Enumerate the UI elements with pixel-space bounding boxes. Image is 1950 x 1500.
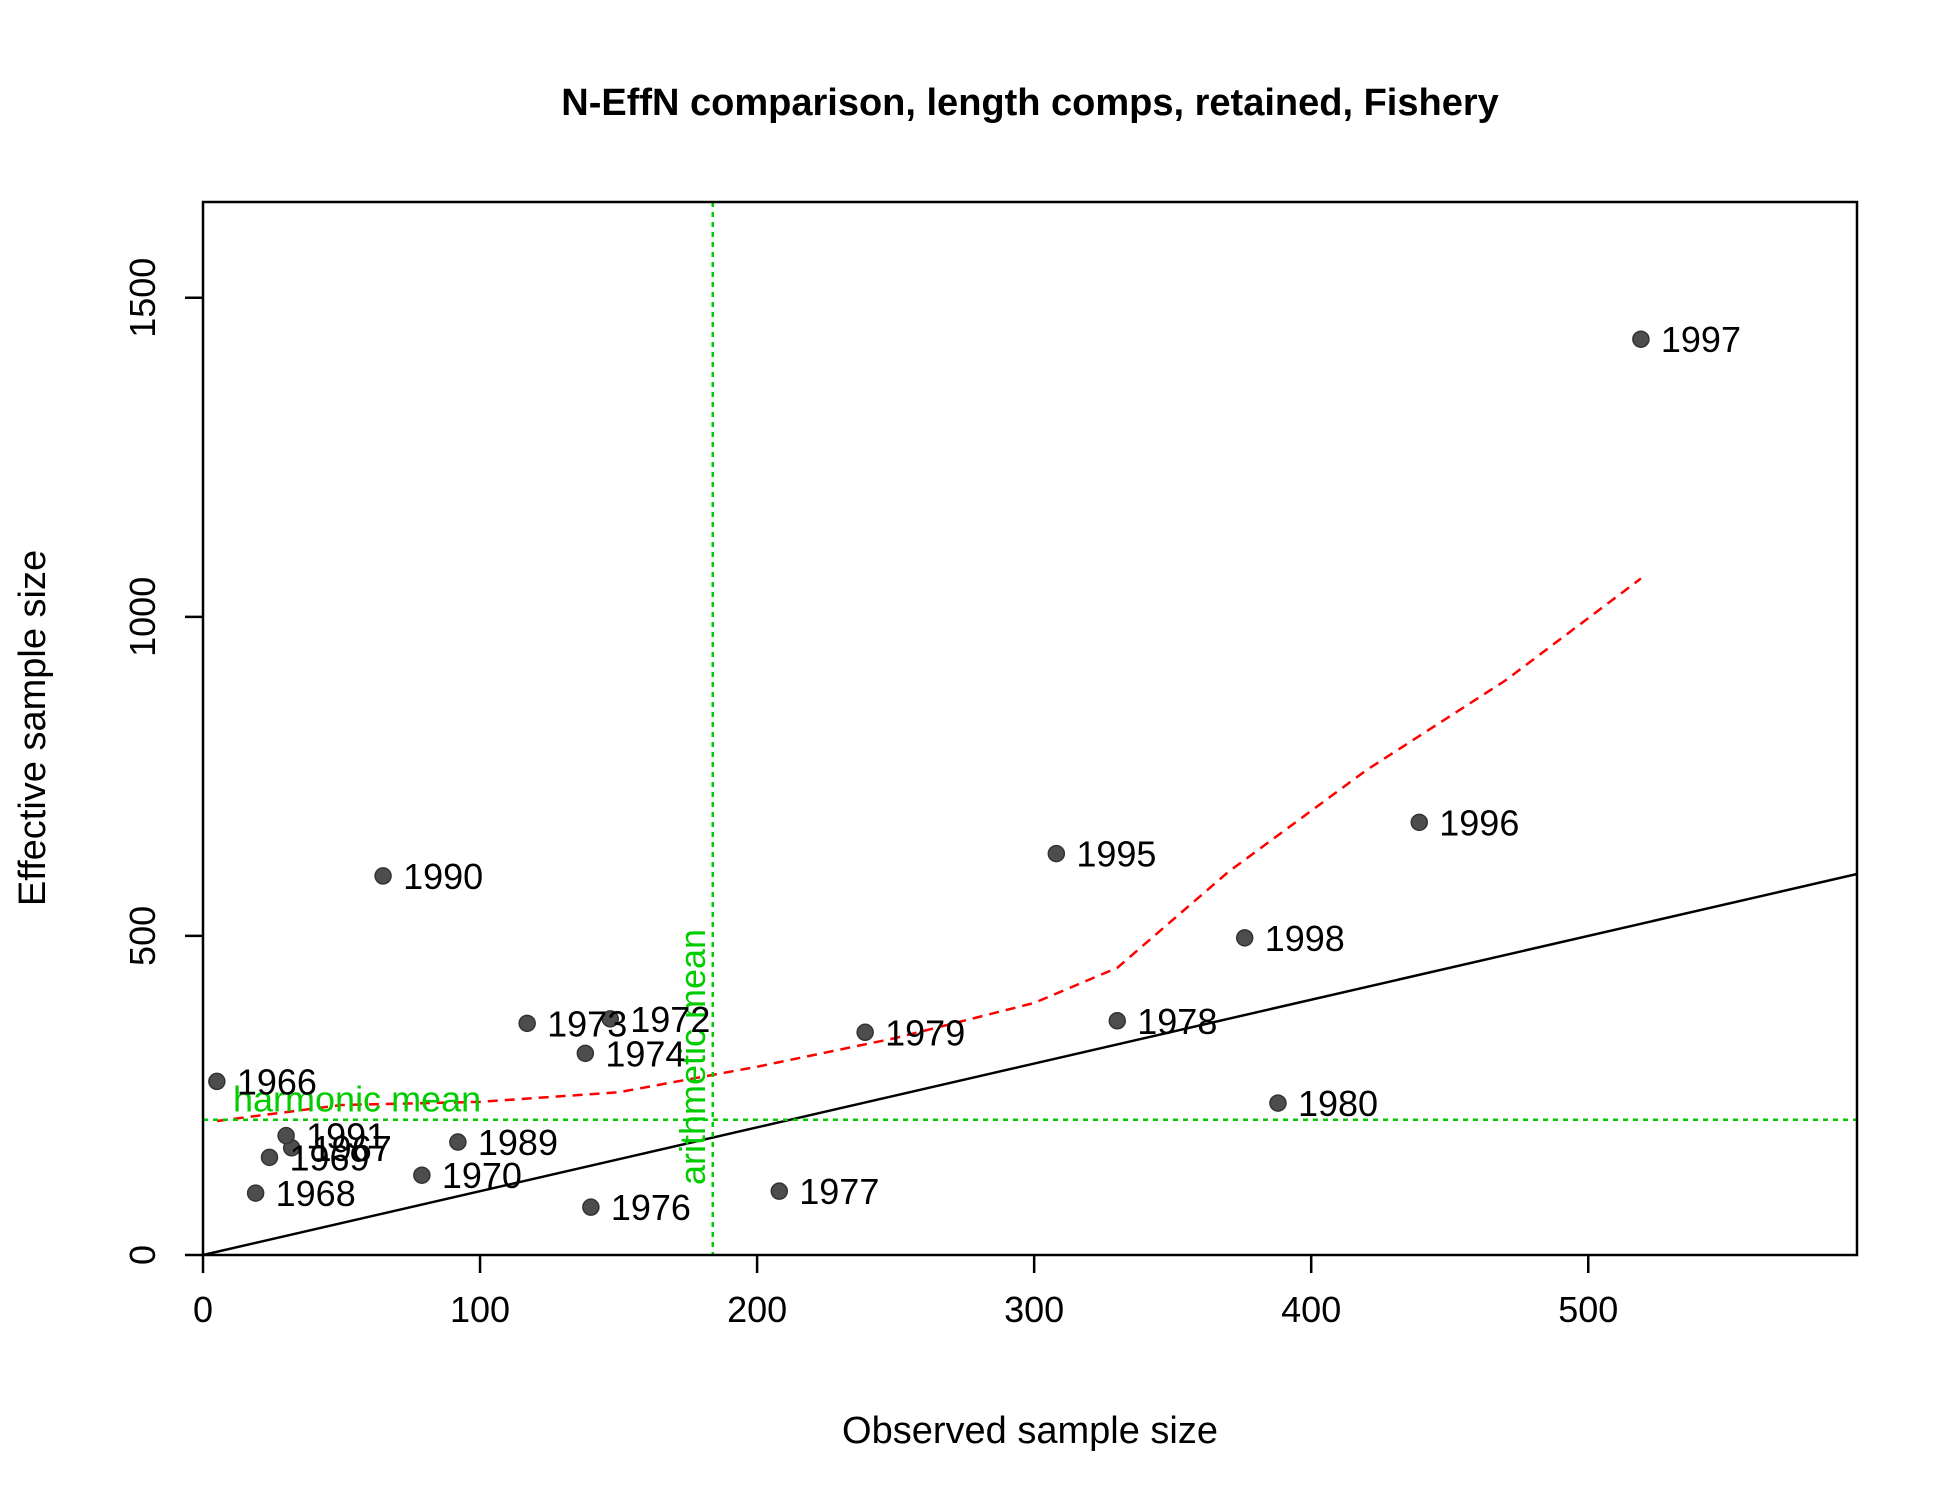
data-point-label: 1968 (276, 1173, 356, 1214)
data-point-label: 1990 (403, 856, 483, 897)
x-tick-label: 300 (1004, 1289, 1064, 1330)
harmonic-mean-label: harmonic mean (233, 1079, 481, 1120)
data-point (208, 1072, 226, 1091)
data-point (1269, 1094, 1287, 1112)
data-point (582, 1198, 600, 1216)
data-point-label: 1998 (1265, 918, 1345, 959)
smoother-line (216, 577, 1642, 1123)
data-point (601, 1010, 620, 1028)
arithmetic-mean-label: arithmetic mean (672, 929, 713, 1185)
data-point (1235, 929, 1254, 947)
data-point-label: 1966 (237, 1061, 317, 1102)
data-point (856, 1023, 874, 1042)
x-tick-label: 0 (193, 1289, 213, 1330)
data-point-label: 1979 (885, 1012, 965, 1053)
y-tick-label: 1000 (122, 577, 163, 657)
y-tick-label: 500 (122, 906, 163, 966)
data-point (277, 1126, 295, 1145)
data-point-label: 1973 (547, 1003, 627, 1044)
x-tick-label: 200 (727, 1289, 787, 1330)
chart-title: N-EffN comparison, length comps, retaine… (561, 82, 1499, 124)
plot-area: harmonic mean arithmetic mean 1966 19671968… (202, 202, 1858, 1257)
data-point (770, 1182, 789, 1200)
x-tick-label: 100 (450, 1289, 510, 1330)
data-point-label: 1996 (1439, 802, 1519, 843)
data-point-label: 1978 (1137, 1001, 1217, 1042)
one-to-one-line (202, 872, 1858, 1257)
data-point (1410, 813, 1429, 832)
data-point (1632, 330, 1650, 348)
data-point-label: 1967 (312, 1128, 392, 1169)
data-point-label: 1980 (1298, 1083, 1378, 1124)
y-axis-label: Effective sample size (12, 550, 54, 906)
data-point (576, 1044, 595, 1063)
data-point (246, 1184, 265, 1202)
y-tick-label: 0 (122, 1245, 163, 1265)
data-point-label: 1977 (799, 1171, 879, 1212)
data-point (1108, 1012, 1127, 1030)
plot-frame (201, 200, 1859, 1257)
data-point-label: 1995 (1076, 834, 1156, 875)
data-point-label: 1989 (478, 1122, 558, 1163)
data-point-label: 1991 (306, 1116, 386, 1157)
data-point-label: 1974 (605, 1033, 685, 1074)
y-axis: 0 500 1000 1500 (122, 258, 203, 1265)
data-point (374, 867, 392, 885)
y-tick-label: 1500 (122, 258, 163, 338)
data-point (413, 1166, 431, 1184)
x-tick-label: 400 (1281, 1289, 1341, 1330)
data-point (518, 1014, 536, 1033)
data-point-label: 1969 (289, 1137, 369, 1178)
x-tick-label: 500 (1558, 1289, 1618, 1330)
data-point (260, 1148, 279, 1167)
data-point-label: 1972 (630, 999, 710, 1040)
x-axis: 0 100 200 300 400 500 (193, 1255, 1618, 1330)
data-point-label: 1976 (611, 1187, 691, 1228)
data-point (449, 1133, 467, 1151)
data-point (1047, 844, 1066, 863)
data-point-label: 1997 (1661, 319, 1741, 360)
x-axis-label: Observed sample size (842, 1410, 1218, 1452)
data-point-label: 1970 (442, 1155, 522, 1196)
